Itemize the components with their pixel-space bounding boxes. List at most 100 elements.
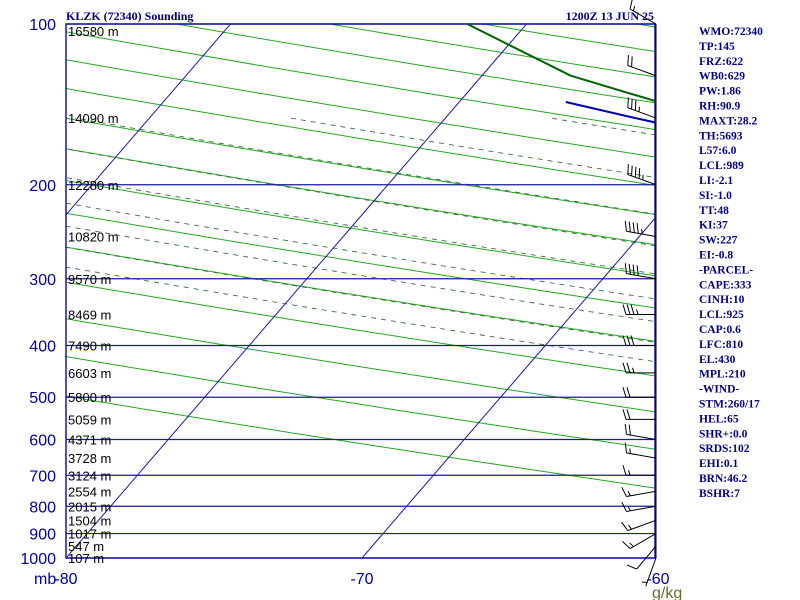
- wind-barb: [624, 423, 657, 441]
- moist-adiabat-line: [549, 117, 655, 136]
- plot-border: [65, 23, 656, 559]
- parameter-item: SW:227: [699, 235, 738, 247]
- wind-barb-feather: [638, 168, 641, 179]
- moist-adiabat-line: [66, 246, 655, 343]
- dry-adiabat-line: [633, 24, 655, 28]
- pressure-tick-label: 700: [29, 468, 56, 485]
- parameter-item: WMO:72340: [699, 26, 763, 38]
- wind-barb-feather: [622, 409, 627, 420]
- wind-barb: [622, 304, 656, 316]
- wind-barb-staff: [626, 490, 657, 497]
- wind-barb-feather: [621, 521, 629, 531]
- parameter-item: SI:-1.0: [699, 190, 732, 202]
- parameter-item: BRN:46.2: [699, 473, 747, 485]
- parameter-item: FRZ:622: [699, 56, 743, 68]
- wind-barb-feather: [626, 335, 631, 346]
- parameter-item: TP:145: [699, 41, 735, 53]
- wind-barb: [626, 545, 657, 570]
- wind-barb-feather: [630, 335, 635, 346]
- pressure-tick-label: 600: [29, 433, 56, 450]
- pressure-tick-label: 400: [29, 339, 56, 356]
- parameter-item: SHR+:0.0: [699, 428, 748, 440]
- wind-barb-half-feather: [627, 490, 631, 497]
- wind-barb-staff: [636, 545, 657, 570]
- height-tick-label: 14090 m: [68, 111, 119, 126]
- wind-barb: [641, 557, 657, 587]
- wind-barb-feather: [626, 387, 631, 398]
- parameter-item: WB0:629: [699, 71, 745, 83]
- parameter-item: TT:48: [699, 205, 729, 217]
- parameter-item: -PARCEL-: [699, 264, 753, 276]
- parameter-item: MPL:210: [699, 369, 746, 381]
- height-tick-label: 16580 m: [68, 24, 119, 39]
- pressure-unit-label: mb: [34, 571, 56, 588]
- wind-barb-staff: [626, 273, 657, 280]
- moist-adiabat-line: [66, 266, 655, 363]
- wind-barb: [621, 486, 657, 497]
- wind-barb-feather: [626, 362, 631, 373]
- dry-adiabat-line: [66, 148, 655, 246]
- parameter-item: LI:-2.1: [699, 175, 733, 187]
- mixing-ratio-unit-label: g/kg: [652, 585, 682, 600]
- wind-barb-feather: [626, 409, 631, 420]
- moist-adiabat-line: [75, 117, 655, 215]
- wind-barb-half-feather: [641, 228, 643, 235]
- parameter-item: SRDS:102: [699, 443, 750, 455]
- wind-barbs: [621, 0, 657, 587]
- parameter-item: TH:5693: [699, 130, 743, 142]
- pressure-tick-label: 900: [29, 527, 56, 544]
- dry-adiabat-line: [66, 356, 655, 450]
- moist-adiabat-line: [66, 225, 655, 323]
- parameter-item: CINH:10: [699, 294, 745, 306]
- pressure-tick-label: 300: [29, 272, 56, 289]
- parameter-item: KI:37: [699, 220, 728, 232]
- wind-barb-feather: [627, 97, 629, 108]
- height-tick-label: 5059 m: [68, 412, 111, 427]
- wind-barb-feather: [628, 424, 631, 436]
- wind-barb-feather: [632, 264, 635, 276]
- dry-adiabat-line: [781, 0, 800, 569]
- parameter-item: EHI:0.1: [699, 458, 739, 470]
- parameter-item: RH:90.9: [699, 101, 740, 113]
- parameter-item: EI:-0.8: [699, 250, 733, 262]
- wind-barb-staff: [627, 519, 657, 532]
- parameter-item: PW:1.86: [699, 86, 741, 98]
- wind-barb-half-feather: [628, 524, 632, 530]
- dry-adiabat-line: [66, 180, 655, 277]
- wind-barb-feather: [634, 100, 637, 111]
- wind-barb: [622, 409, 656, 420]
- pressure-tick-label: 500: [29, 390, 56, 407]
- wind-barb-feather: [624, 220, 627, 232]
- height-tick-label: 4371 m: [68, 433, 111, 448]
- background-lines: [66, 0, 800, 569]
- parameter-item: LFC:810: [699, 339, 743, 351]
- isotherm-line: [66, 24, 232, 216]
- wind-barb: [622, 465, 656, 476]
- wind-barb-feather: [632, 222, 635, 233]
- wind-barb-feather: [622, 387, 627, 398]
- chart-datetime: 1200Z 13 JUN 25: [566, 9, 654, 23]
- wind-barb-feather: [624, 423, 627, 435]
- wind-barb-feather: [636, 265, 639, 276]
- wind-barb-staff: [627, 65, 657, 77]
- wind-barb-feather: [626, 564, 637, 570]
- height-tick-label: 107 m: [68, 551, 104, 566]
- parameter-item: L57:6.0: [699, 145, 737, 157]
- parameter-item: LCL:925: [699, 309, 744, 321]
- temperature-tick-label: -80: [54, 571, 77, 588]
- wind-barb: [622, 533, 657, 549]
- parameter-item: LCL:989: [699, 160, 744, 172]
- wind-barb-half-feather: [629, 542, 634, 547]
- wind-barb-feather: [631, 98, 633, 110]
- parcel-trace: [565, 101, 655, 124]
- temperature-tick-label: -60: [646, 571, 669, 588]
- wind-barb-feather: [622, 362, 627, 373]
- pressure-tick-label: 800: [29, 499, 56, 516]
- pressure-tick-label: 1000: [20, 551, 56, 568]
- wind-barb: [622, 362, 656, 374]
- dry-adiabat-line: [66, 59, 655, 158]
- height-tick-label: 6603 m: [68, 366, 111, 381]
- wind-barb: [629, 0, 657, 25]
- dry-adiabat-line: [66, 31, 655, 130]
- moist-adiabat-line: [66, 202, 655, 300]
